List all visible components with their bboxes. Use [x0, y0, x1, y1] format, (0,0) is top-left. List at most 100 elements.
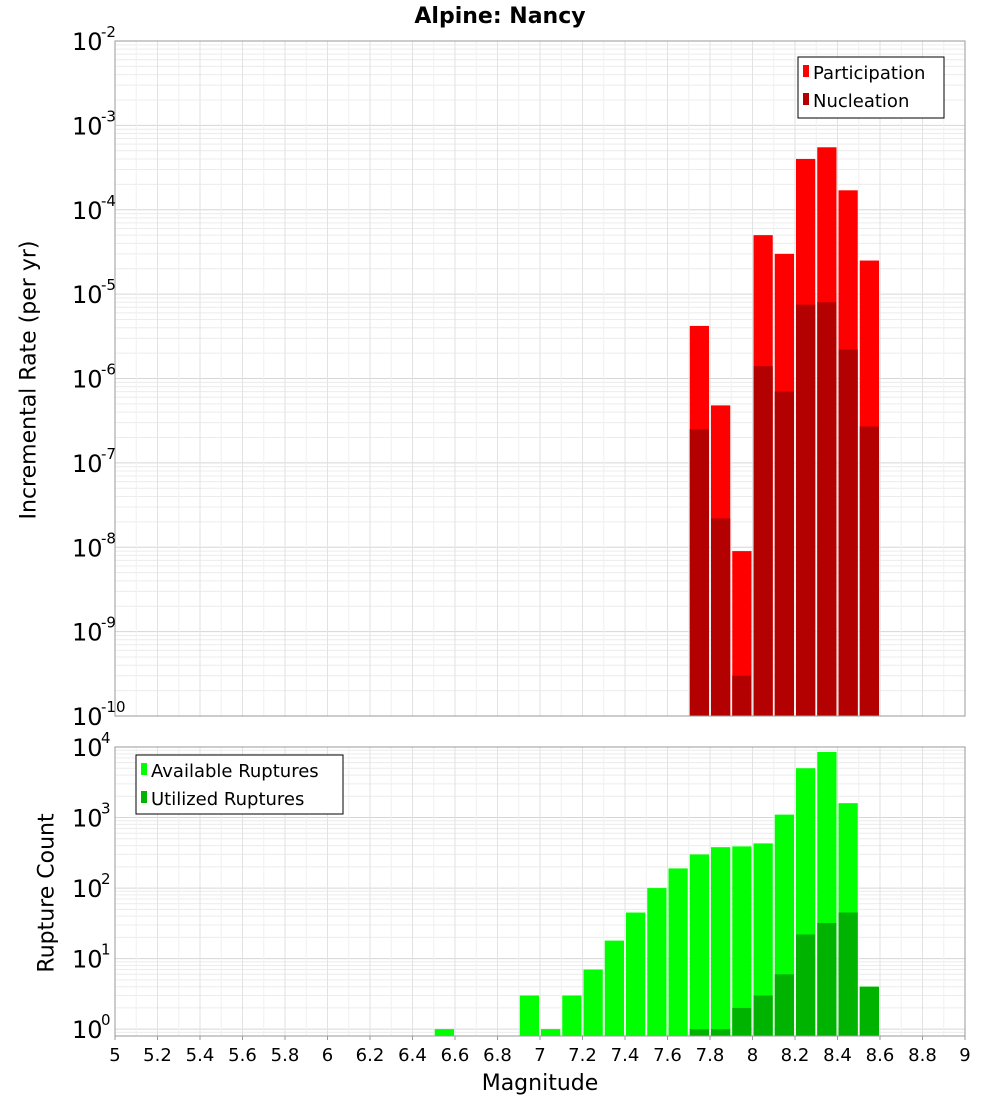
- x-tick-label: 7.2: [568, 1045, 597, 1066]
- y-tick-label-exponent: -8: [101, 529, 116, 547]
- counts-legend: Available Ruptures Utilized Ruptures: [135, 754, 344, 815]
- bar-utilized-ruptures-7-75: [689, 1029, 709, 1036]
- x-tick-label: 8.2: [781, 1045, 810, 1066]
- bar-nucleation-7-75: [689, 429, 709, 716]
- bar-nucleation-8-45: [838, 349, 858, 716]
- bar-nucleation-7-95: [732, 675, 752, 716]
- x-tick-label: 5.4: [186, 1045, 215, 1066]
- y-tick-label-exponent: 4: [101, 729, 111, 747]
- x-tick-label: 8.6: [866, 1045, 895, 1066]
- legend-label-available-ruptures: Available Ruptures: [151, 761, 319, 782]
- y-tick-label-base: 10: [72, 366, 103, 394]
- bar-available-ruptures-7-55: [647, 888, 667, 1036]
- bar-available-ruptures-7-95: [732, 846, 752, 1036]
- chart-title: Alpine: Nancy: [414, 4, 585, 29]
- bar-available-ruptures-7-35: [604, 940, 624, 1036]
- y-tick-label-exponent: 0: [101, 1011, 111, 1029]
- y-tick-label-base: 10: [72, 703, 103, 731]
- x-tick-label: 7.4: [611, 1045, 640, 1066]
- bar-utilized-ruptures-8-05: [753, 995, 773, 1036]
- bar-available-ruptures-7-05: [541, 1029, 561, 1036]
- rates-bars: [689, 147, 879, 717]
- bar-available-ruptures-7-15: [562, 995, 582, 1036]
- y-tick-label-exponent: 3: [101, 800, 111, 818]
- bar-utilized-ruptures-8-45: [838, 912, 858, 1036]
- bar-available-ruptures-7-85: [711, 847, 731, 1036]
- y-tick-label-exponent: -10: [101, 698, 126, 716]
- bar-nucleation-8-55: [859, 426, 879, 716]
- bar-utilized-ruptures-7-85: [711, 1029, 731, 1036]
- bar-nucleation-8-35: [817, 302, 837, 716]
- x-tick-label: 9: [959, 1045, 970, 1066]
- bar-available-ruptures-7-45: [626, 912, 646, 1036]
- y-tick-label-exponent: 2: [101, 870, 111, 888]
- bar-utilized-ruptures-8-15: [774, 974, 794, 1036]
- y-tick-label-base: 10: [72, 734, 103, 762]
- x-tick-label: 7.8: [696, 1045, 725, 1066]
- y-tick-label-exponent: -3: [101, 107, 116, 125]
- y-tick-label-exponent: -6: [101, 361, 116, 379]
- x-tick-label: 5: [109, 1045, 120, 1066]
- bar-available-ruptures-7-65: [668, 868, 688, 1036]
- bar-nucleation-8-25: [796, 304, 816, 716]
- y-tick-label-base: 10: [72, 281, 103, 309]
- bar-nucleation-7-85: [711, 518, 731, 716]
- bar-available-ruptures-6-55: [434, 1029, 454, 1036]
- x-tick-label: 5.6: [228, 1045, 257, 1066]
- rates-grid: [114, 41, 966, 717]
- bar-nucleation-8-05: [753, 366, 773, 716]
- y-tick-label-base: 10: [72, 619, 103, 647]
- x-tick-label: 6.6: [441, 1045, 470, 1066]
- y-tick-label-base: 10: [72, 1016, 103, 1044]
- y-tick-label-base: 10: [72, 112, 103, 140]
- rates-y-axis-label: Incremental Rate (per yr): [17, 241, 42, 520]
- y-tick-label-exponent: -9: [101, 614, 116, 632]
- bar-available-ruptures-8-05: [753, 843, 773, 1036]
- y-tick-label-exponent: -7: [101, 445, 116, 463]
- y-tick-label-exponent: -5: [101, 276, 116, 294]
- counts-bars: [434, 751, 879, 1036]
- x-tick-label: 7: [534, 1045, 545, 1066]
- legend-label-utilized-ruptures: Utilized Ruptures: [151, 789, 304, 810]
- x-axis-label: Magnitude: [482, 1071, 599, 1096]
- bar-utilized-ruptures-8-55: [859, 986, 879, 1036]
- y-tick-label-exponent: 1: [101, 941, 111, 959]
- bar-available-ruptures-7-25: [583, 969, 603, 1036]
- x-tick-label: 7.6: [653, 1045, 682, 1066]
- x-tick-label: 6.4: [398, 1045, 427, 1066]
- bar-utilized-ruptures-8-35: [817, 922, 837, 1036]
- y-tick-label-base: 10: [72, 946, 103, 974]
- y-tick-label-base: 10: [72, 28, 103, 56]
- legend-swatch-participation: [803, 65, 809, 77]
- x-tick-label: 6: [322, 1045, 333, 1066]
- bar-nucleation-8-15: [774, 391, 794, 716]
- x-tick-label: 8.8: [908, 1045, 937, 1066]
- bar-participation-7-95: [732, 551, 752, 716]
- y-tick-label-base: 10: [72, 534, 103, 562]
- x-tick-label: 5.8: [271, 1045, 300, 1066]
- bar-utilized-ruptures-8-25: [796, 934, 816, 1036]
- x-ticks: 5 5.2 5.4 5.6 5.8 6 6.2 6.4 6.6 6.8 7 7.2 7.4 7.6 7.8 8…: [109, 1036, 971, 1066]
- legend-swatch-utilized-ruptures: [141, 791, 147, 803]
- y-tick-label-base: 10: [72, 875, 103, 903]
- y-tick-label-base: 10: [72, 450, 103, 478]
- y-tick-label-base: 10: [72, 805, 103, 833]
- rates-plot-frame: [114, 40, 966, 717]
- legend-label-nucleation: Nucleation: [813, 91, 909, 112]
- legend-swatch-available-ruptures: [141, 763, 147, 775]
- x-tick-label: 8.4: [823, 1045, 852, 1066]
- bar-available-ruptures-6-95: [519, 995, 539, 1036]
- x-tick-label: 6.2: [356, 1045, 385, 1066]
- legend-box: [797, 56, 945, 119]
- legend-swatch-nucleation: [803, 93, 809, 105]
- y-tick-label-exponent: -4: [101, 192, 116, 210]
- x-tick-label: 5.2: [143, 1045, 172, 1066]
- counts-y-axis-label: Rupture Count: [35, 813, 60, 973]
- legend-box: [135, 754, 344, 815]
- bar-utilized-ruptures-7-95: [732, 1007, 752, 1036]
- y-tick-label-exponent: -2: [101, 23, 116, 41]
- bar-available-ruptures-7-75: [689, 854, 709, 1036]
